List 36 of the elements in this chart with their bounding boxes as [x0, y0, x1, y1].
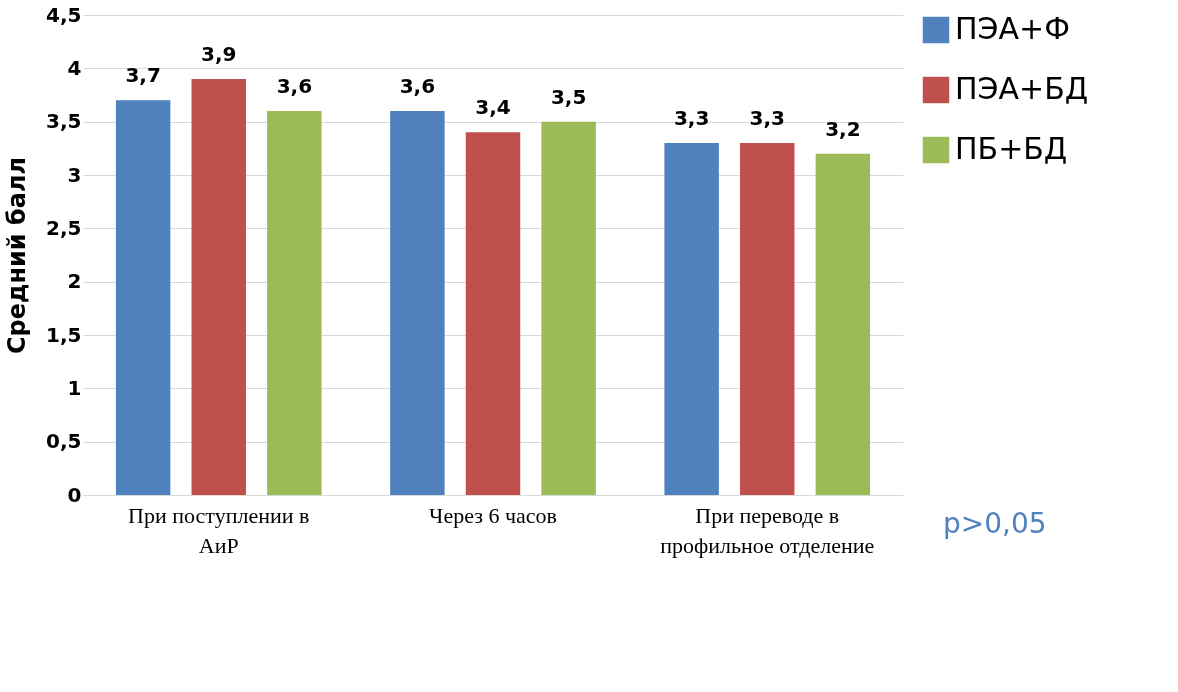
bar — [191, 79, 246, 495]
y-tick-label: 1,5 — [46, 322, 82, 347]
data-label: 3,9 — [201, 42, 237, 66]
y-tick-label: 3 — [67, 162, 82, 187]
bar — [465, 132, 521, 495]
data-label: 3,6 — [399, 74, 436, 98]
y-tick-label: 3,5 — [46, 109, 82, 134]
x-tick-label: При поступлении в АиР — [128, 502, 310, 558]
bar — [815, 153, 871, 495]
y-axis-title: Средний балл — [3, 156, 32, 355]
text: p>0,05 — [943, 507, 1047, 540]
data-label: 3,4 — [475, 95, 511, 120]
data-label: 3,3 — [749, 106, 785, 130]
bar — [664, 143, 719, 495]
data-label: 3,7 — [125, 63, 161, 88]
y-tick-label: 0 — [67, 482, 82, 507]
data-label: 3,2 — [825, 116, 861, 141]
bar — [541, 121, 596, 495]
y-tick-label: 2 — [67, 269, 82, 294]
y-tick-label: 0,5 — [46, 429, 82, 454]
legend-label: ПЭА+Ф — [955, 11, 1070, 46]
y-tick-label: 2,5 — [46, 215, 82, 240]
y-tick-label: 4 — [67, 55, 82, 80]
data-label: 3,6 — [276, 74, 313, 98]
y-tick-label: 4,5 — [46, 2, 82, 27]
data-label: 3,3 — [673, 106, 710, 130]
x-tick-label: При переводе в профильное отделение — [660, 502, 875, 558]
legend-label: ПБ+БД — [955, 131, 1068, 166]
bar — [740, 143, 795, 495]
bar — [390, 111, 445, 495]
y-tick-label: 1 — [67, 375, 82, 400]
x-tick-label: Через 6 часов — [429, 502, 557, 528]
bar — [115, 100, 171, 495]
bar — [267, 111, 322, 495]
legend-label: ПЭА+БД — [955, 71, 1089, 106]
data-label: 3,5 — [550, 84, 587, 109]
